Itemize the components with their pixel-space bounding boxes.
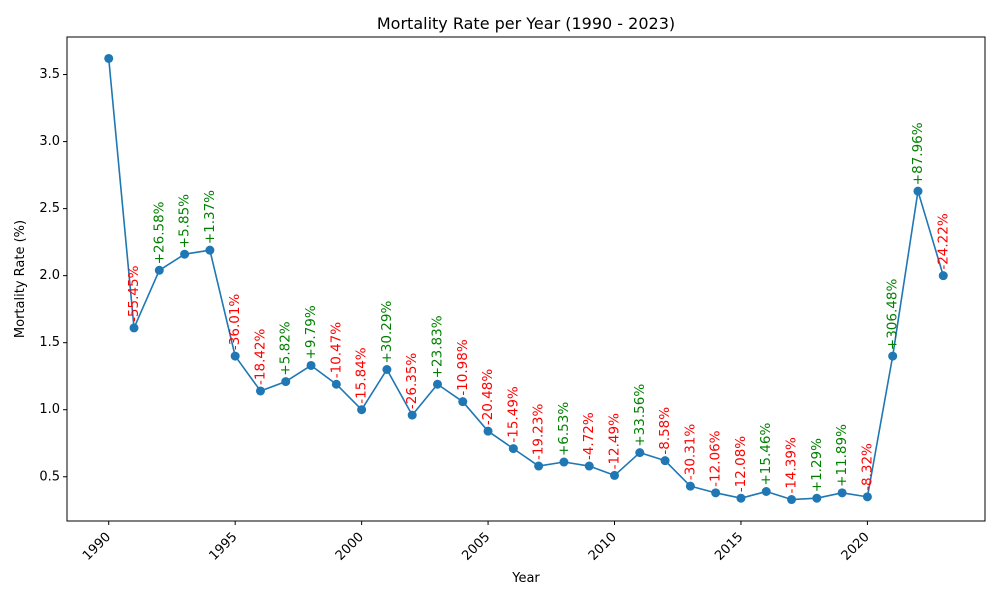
percent-change-label: +9.79% [303, 305, 319, 359]
y-tick-label: 3.5 [39, 67, 60, 82]
percent-change-label: -4.72% [581, 412, 597, 460]
percent-change-label: +11.89% [834, 424, 850, 487]
percent-change-label: -55.45% [126, 265, 142, 322]
data-point [432, 379, 442, 389]
data-point [635, 448, 645, 458]
y-axis-label: Mortality Rate (%) [13, 220, 28, 338]
x-tick-label: 2005 [459, 530, 493, 564]
data-point [382, 364, 392, 374]
data-point [508, 444, 518, 454]
data-point [584, 461, 594, 471]
data-point [458, 397, 468, 407]
percent-change-label: +1.29% [809, 438, 825, 492]
data-point [129, 323, 139, 333]
percent-change-label: -14.39% [784, 437, 800, 494]
percent-change-label: +15.46% [758, 423, 774, 486]
data-point [559, 457, 569, 467]
percent-change-label: -26.35% [404, 353, 420, 410]
data-point [711, 488, 721, 498]
x-tick-label: 2015 [712, 530, 746, 564]
x-tick-label: 1995 [206, 530, 240, 564]
y-axis: 0.5 1.0 1.5 2.0 2.5 3.0 3.5 [39, 67, 67, 484]
data-point [306, 360, 316, 370]
data-point [281, 377, 291, 387]
data-point [407, 410, 417, 420]
percent-change-label: -19.23% [531, 404, 547, 461]
chart-title: Mortality Rate per Year (1990 - 2023) [377, 14, 675, 33]
percent-change-label: -8.32% [859, 443, 875, 491]
percent-change-label: +23.83% [429, 315, 445, 378]
percent-change-label: -10.47% [328, 322, 344, 379]
data-point [837, 488, 847, 498]
data-point [938, 271, 948, 281]
x-axis: 1990 1995 2000 2005 2010 2015 2020 [80, 521, 873, 564]
x-tick-label: 2000 [333, 530, 367, 564]
percent-change-label: +5.82% [278, 321, 294, 375]
percent-change-label: +306.48% [885, 279, 901, 351]
percent-change-label: +30.29% [379, 301, 395, 364]
data-point [534, 461, 544, 471]
data-point [180, 249, 190, 259]
y-tick-label: 3.0 [39, 134, 60, 149]
percent-change-label: -18.42% [252, 328, 268, 385]
percent-change-label: -20.48% [480, 369, 496, 426]
data-point [812, 493, 822, 503]
data-point [610, 470, 620, 480]
y-tick-label: 0.5 [39, 469, 60, 484]
percent-change-label: -36.01% [227, 294, 243, 351]
percent-change-label: -30.31% [682, 424, 698, 481]
axes-frame [66, 36, 986, 522]
data-point [888, 351, 898, 361]
percent-change-label: -15.84% [354, 347, 370, 404]
y-tick-label: 2.0 [39, 268, 60, 283]
plot-area: -55.45% +26.58% +5.85% +1.37% -36.01% -18.42%… [104, 53, 951, 505]
percent-change-label: +1.37% [202, 190, 218, 244]
percent-change-label: +6.53% [556, 402, 572, 456]
data-point [862, 492, 872, 502]
percent-change-label: -8.58% [657, 407, 673, 455]
percent-change-label: +5.85% [177, 194, 193, 248]
data-point [154, 265, 164, 275]
data-point [660, 456, 670, 466]
percent-change-label: -24.22% [935, 213, 951, 270]
data-point [761, 487, 771, 497]
data-point [736, 493, 746, 503]
percent-change-label: -12.49% [607, 413, 623, 470]
data-point [230, 351, 240, 361]
data-point [331, 379, 341, 389]
y-tick-label: 2.5 [39, 201, 60, 216]
x-tick-label: 1990 [80, 530, 114, 564]
data-point [255, 386, 265, 396]
percent-change-label: -12.06% [708, 430, 724, 487]
data-point [787, 495, 797, 505]
y-tick-label: 1.5 [39, 335, 60, 350]
percent-change-label: +33.56% [632, 384, 648, 447]
data-point [685, 481, 695, 491]
data-point [483, 426, 493, 436]
percent-change-label: -15.49% [505, 386, 521, 443]
percent-change-label: -10.98% [455, 339, 471, 396]
x-axis-label: Year [511, 571, 540, 586]
x-tick-label: 2010 [586, 530, 620, 564]
y-tick-label: 1.0 [39, 402, 60, 417]
percent-change-label: +26.58% [151, 201, 167, 264]
data-point [104, 53, 114, 63]
x-tick-label: 2020 [839, 530, 873, 564]
percent-change-label: -12.08% [733, 436, 749, 493]
series-line [107, 58, 945, 501]
data-point [357, 405, 367, 415]
data-point [913, 186, 923, 196]
data-point [205, 245, 215, 255]
percent-change-label: +87.96% [910, 122, 926, 185]
